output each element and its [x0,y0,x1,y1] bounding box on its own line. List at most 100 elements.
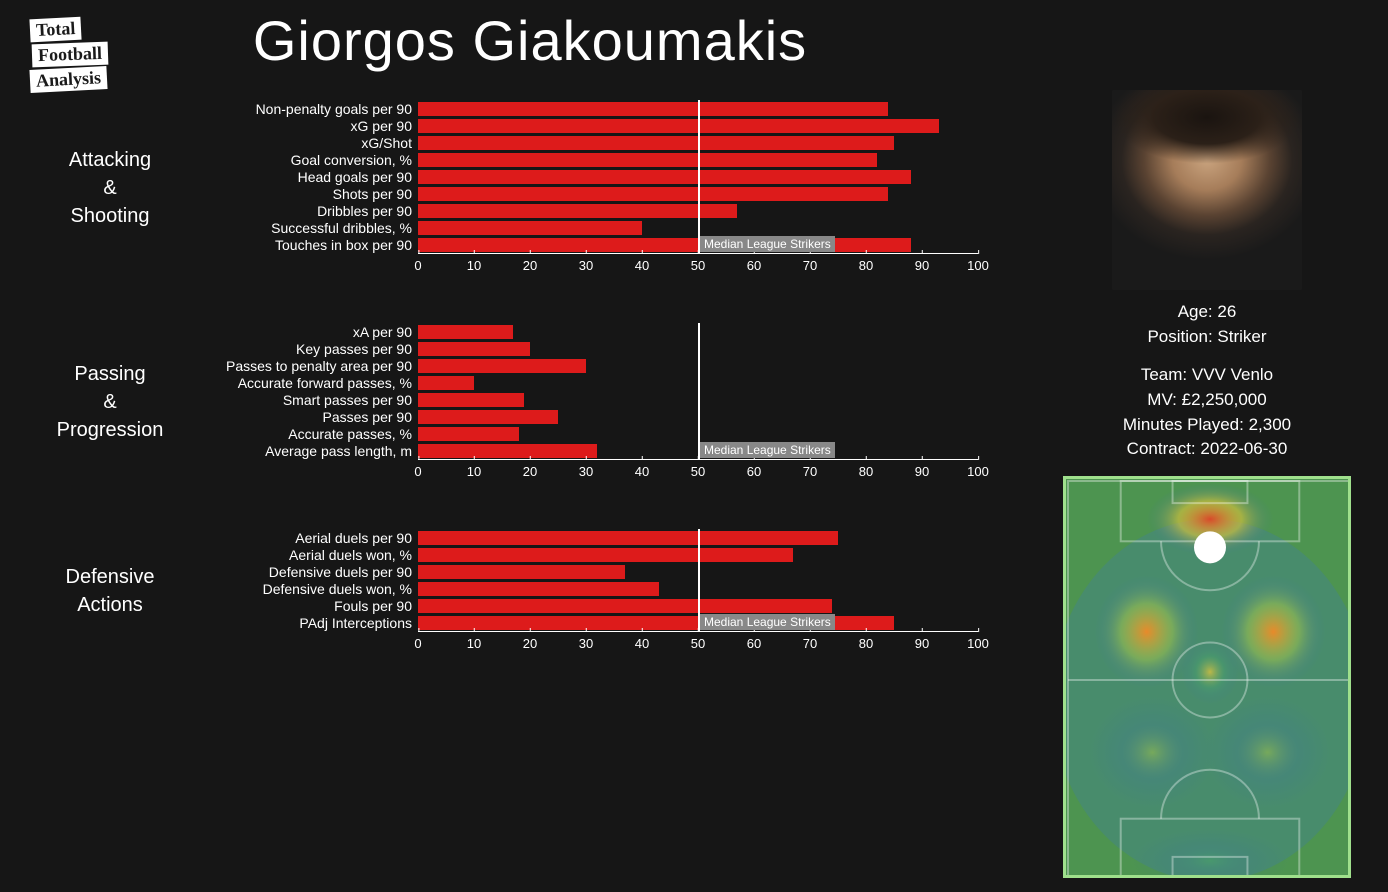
bar-row: Accurate forward passes, % [188,374,1040,391]
bar-fill [418,444,597,458]
bar-row: Passes to penalty area per 90 [188,357,1040,374]
metric-label: Accurate forward passes, % [188,375,418,391]
bar-row: Smart passes per 90 [188,391,1040,408]
bar-row: xA per 90 [188,323,1040,340]
axis-tick: 20 [523,460,537,479]
axis-tick: 70 [803,460,817,479]
chart-area: Median League Strikers Non-penalty goals … [188,100,1040,275]
metric-label: xG per 90 [188,118,418,134]
axis-tick: 20 [523,632,537,651]
median-line [698,100,700,253]
metric-label: xA per 90 [188,324,418,340]
group-label: DefensiveActions [40,563,180,619]
page-title: Giorgos Giakoumakis [0,8,1060,73]
bar-row: Key passes per 90 [188,340,1040,357]
player-position: Position: Striker [1062,325,1352,350]
axis-tick: 20 [523,254,537,273]
median-tag: Median League Strikers [700,442,835,458]
metric-label: PAdj Interceptions [188,615,418,631]
bar-fill [418,393,524,407]
chart-group-attacking: Attacking&ShootingMedian League Strikers… [40,100,1040,275]
bar-row: Fouls per 90 [188,597,1040,614]
player-team: Team: VVV Venlo [1062,363,1352,388]
bar-row: Dribbles per 90 [188,202,1040,219]
axis-tick: 100 [967,632,989,651]
bar-row: Aerial duels won, % [188,546,1040,563]
metric-label: Defensive duels won, % [188,581,418,597]
axis-tick: 60 [747,460,761,479]
axis-tick: 50 [691,254,705,273]
axis-tick: 0 [414,254,421,273]
axis-tick: 50 [691,460,705,479]
axis-tick: 70 [803,254,817,273]
chart-area: Median League Strikers Aerial duels per 9… [188,529,1040,653]
bar-row: Touches in box per 90 [188,236,1040,253]
player-panel: Age: 26 Position: Striker Team: VVV Venl… [1062,90,1352,878]
axis-tick: 90 [915,460,929,479]
axis-tick: 40 [635,632,649,651]
axis-tick: 90 [915,254,929,273]
metric-label: Non-penalty goals per 90 [188,101,418,117]
bar-row: Passes per 90 [188,408,1040,425]
axis-tick: 70 [803,632,817,651]
player-info-1: Age: 26 Position: Striker [1062,300,1352,349]
heatmap [1063,476,1351,878]
axis-tick: 80 [859,632,873,651]
bar-row: xG/Shot [188,134,1040,151]
player-mv: MV: £2,250,000 [1062,388,1352,413]
bar-fill [418,548,793,562]
group-label: Attacking&Shooting [40,146,180,230]
bar-fill [418,410,558,424]
bar-fill [418,325,513,339]
metric-label: Aerial duels per 90 [188,530,418,546]
metric-label: Passes per 90 [188,409,418,425]
axis-tick: 100 [967,460,989,479]
chart-group-defensive: DefensiveActions Median League Strikers Ae… [40,529,1040,653]
bar-fill [418,153,877,167]
axis-tick: 100 [967,254,989,273]
bar-row: Goal conversion, % [188,151,1040,168]
bar-fill [418,221,642,235]
axis-tick: 10 [467,632,481,651]
x-axis: 0102030405060708090100 [418,253,978,275]
charts-region: Attacking&ShootingMedian League Strikers… [40,100,1040,701]
bar-fill [418,376,474,390]
axis-tick: 30 [579,254,593,273]
metric-label: Accurate passes, % [188,426,418,442]
bar-fill [418,204,737,218]
axis-tick: 80 [859,254,873,273]
metric-label: Defensive duels per 90 [188,564,418,580]
median-tag: Median League Strikers [700,614,835,630]
bar-fill [418,187,888,201]
bar-row: PAdj Interceptions [188,614,1040,631]
axis-tick: 30 [579,460,593,479]
axis-tick: 90 [915,632,929,651]
bar-row: xG per 90 [188,117,1040,134]
metric-label: Goal conversion, % [188,152,418,168]
median-tag: Median League Strikers [700,236,835,252]
bar-fill [418,102,888,116]
x-axis: 0102030405060708090100 [418,459,978,481]
x-axis: 0102030405060708090100 [418,631,978,653]
bar-fill [418,342,530,356]
metric-label: Average pass length, m [188,443,418,459]
axis-tick: 60 [747,254,761,273]
bar-row: Successful dribbles, % [188,219,1040,236]
axis-tick: 80 [859,460,873,479]
bar-row: Average pass length, m [188,442,1040,459]
axis-tick: 0 [414,460,421,479]
player-age: Age: 26 [1062,300,1352,325]
chart-group-passing: Passing&ProgressionMedian League Striker… [40,323,1040,481]
axis-tick: 40 [635,254,649,273]
bar-fill [418,582,659,596]
metric-label: Smart passes per 90 [188,392,418,408]
bar-row: Aerial duels per 90 [188,529,1040,546]
metric-label: Shots per 90 [188,186,418,202]
bar-row: Defensive duels won, % [188,580,1040,597]
player-contract: Contract: 2022-06-30 [1062,437,1352,462]
bar-fill [418,531,838,545]
axis-tick: 0 [414,632,421,651]
bar-row: Accurate passes, % [188,425,1040,442]
bar-row: Non-penalty goals per 90 [188,100,1040,117]
metric-label: xG/Shot [188,135,418,151]
